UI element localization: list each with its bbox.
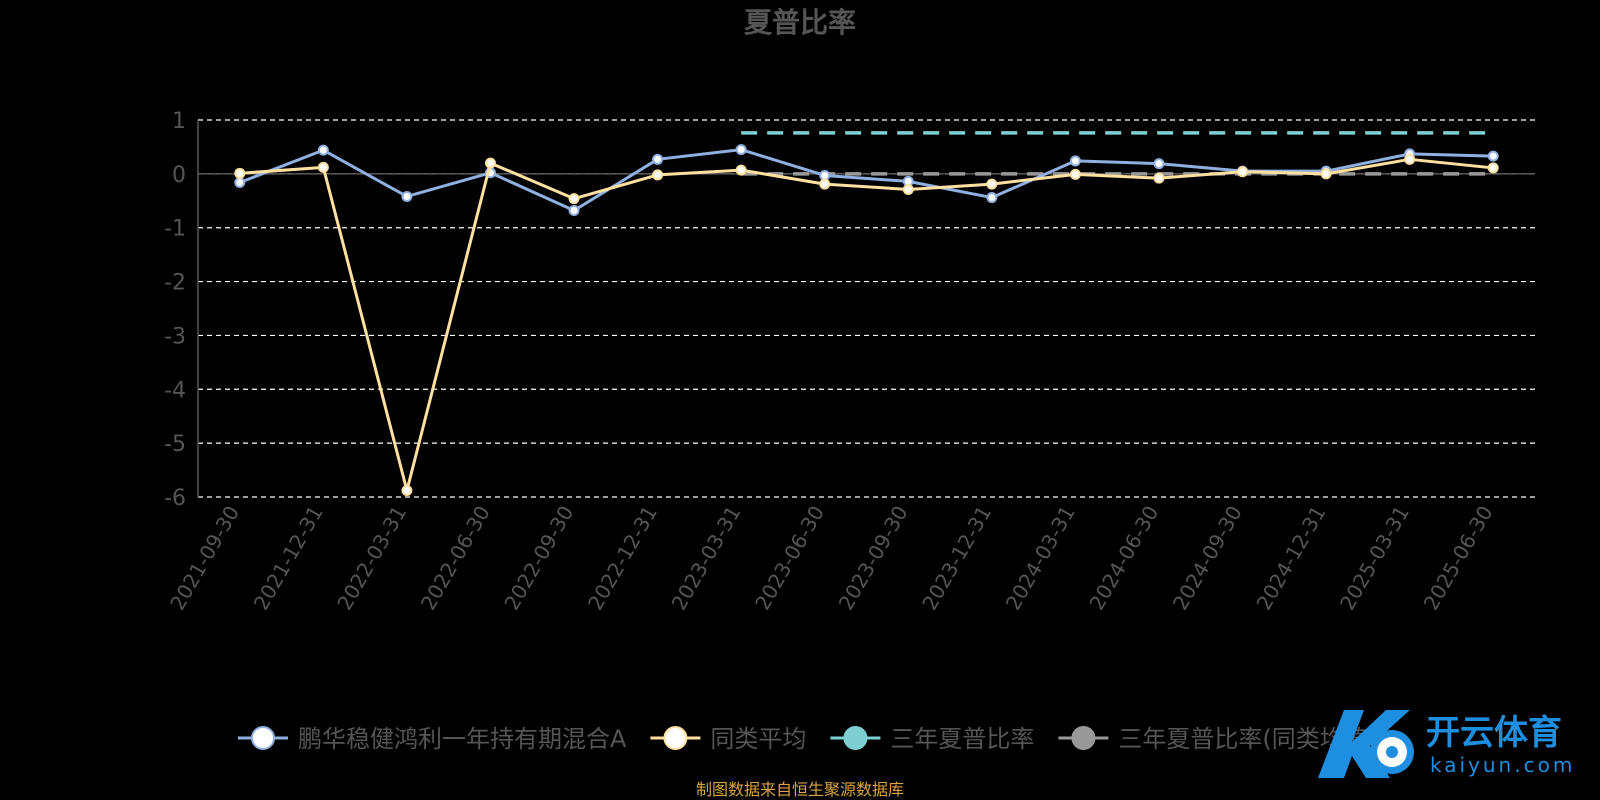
x-tick-label: 2021-12-31 (249, 502, 328, 615)
x-tick-label: 2022-06-30 (416, 502, 495, 615)
series-point-1 (401, 485, 413, 497)
series-point-0 (652, 153, 664, 165)
legend-item[interactable]: 三年夏普比率 (830, 725, 1034, 753)
grid (198, 119, 1535, 498)
series-point-1 (1404, 153, 1416, 165)
series-line-0 (239, 148, 1494, 212)
watermark-domain: kaiyun.com (1430, 753, 1575, 777)
series-point-1 (317, 161, 329, 173)
series-point-0 (1487, 150, 1499, 162)
legend-item[interactable]: 鹏华稳健鸿利一年持有期混合A (238, 725, 627, 753)
x-tick-label: 2025-03-31 (1335, 502, 1414, 615)
x-tick-label: 2023-12-31 (917, 502, 996, 615)
series-point-0 (568, 204, 580, 216)
x-tick-label: 2021-09-30 (165, 502, 244, 615)
series-point-1 (819, 178, 831, 190)
series-point-0 (986, 192, 998, 204)
legend[interactable]: 鹏华稳健鸿利一年持有期混合A 同类平均 三年夏普比率 三年夏普比率(同类均值) (238, 725, 1377, 753)
series-point-1 (735, 164, 747, 176)
series-point-1 (1153, 172, 1165, 184)
series-point-1 (652, 169, 664, 181)
x-tick-label: 2022-12-31 (583, 502, 662, 615)
legend-marker-icon (843, 726, 868, 750)
series-point-1 (484, 157, 496, 169)
y-tick-label: -4 (164, 378, 186, 403)
series-point-1 (986, 178, 998, 190)
series-point-1 (1487, 162, 1499, 174)
series-point-0 (317, 144, 329, 156)
series-point-1 (1069, 168, 1081, 180)
series-point-1 (1320, 168, 1332, 180)
watermark-logo: 开云体育 kaiyun.com (1306, 700, 1586, 790)
x-tick-label: 2023-09-30 (834, 502, 913, 615)
series-point-0 (1069, 155, 1081, 167)
y-tick-label: -3 (164, 324, 186, 349)
y-tick-label: 1 (172, 109, 186, 134)
y-tick-label: -2 (164, 271, 186, 296)
legend-marker-icon (663, 726, 688, 750)
series-point-1 (568, 193, 580, 205)
y-tick-label: -5 (164, 432, 186, 457)
kaiyun-logo-icon (1318, 710, 1414, 778)
legend-marker-icon (251, 726, 275, 750)
legend-label: 三年夏普比率 (890, 725, 1034, 753)
x-tick-label: 2023-03-31 (667, 502, 746, 615)
x-tick-label: 2022-09-30 (499, 502, 578, 615)
legend-label: 鹏华稳健鸿利一年持有期混合A (298, 725, 627, 753)
y-tick-label: 0 (172, 163, 186, 188)
x-tick-label: 2023-06-30 (750, 502, 829, 615)
x-tick-label: 2022-03-31 (332, 502, 411, 615)
series-point-0 (735, 144, 747, 156)
series-point-0 (234, 176, 246, 188)
y-tick-label: -6 (164, 486, 186, 511)
series (234, 144, 1499, 497)
series-point-1 (1237, 166, 1249, 178)
reference-lines (741, 131, 1494, 176)
legend-marker-icon (1071, 726, 1096, 750)
y-tick-label: -1 (164, 217, 186, 242)
watermark-brand: 开云体育 (1426, 713, 1562, 753)
data-source-note: 制图数据来自恒生聚源数据库 (696, 780, 904, 799)
series-point-0 (1153, 158, 1165, 170)
x-tick-label: 2024-06-30 (1084, 502, 1163, 615)
x-tick-label: 2024-03-31 (1001, 502, 1080, 615)
x-tick-label: 2024-09-30 (1168, 502, 1247, 615)
legend-label: 同类平均 (710, 725, 806, 753)
x-tick-label: 2025-06-30 (1419, 502, 1498, 615)
series-point-1 (234, 167, 246, 179)
chart-title: 夏普比率 (744, 6, 856, 39)
x-tick-label: 2024-12-31 (1252, 502, 1331, 615)
legend-item[interactable]: 同类平均 (650, 725, 806, 753)
series-point-0 (401, 190, 413, 202)
series-point-1 (902, 183, 914, 195)
series-line-1 (239, 157, 1494, 493)
